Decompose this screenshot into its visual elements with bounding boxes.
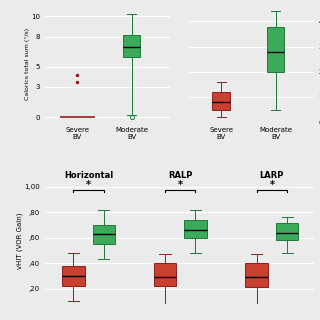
Text: RALP: RALP bbox=[168, 171, 192, 180]
Text: *: * bbox=[178, 180, 183, 190]
PathPatch shape bbox=[184, 220, 207, 238]
PathPatch shape bbox=[267, 27, 284, 72]
Text: LARP: LARP bbox=[260, 171, 284, 180]
Text: *: * bbox=[86, 180, 91, 190]
Y-axis label: vHIT (VOR Gain): vHIT (VOR Gain) bbox=[16, 212, 23, 268]
PathPatch shape bbox=[212, 92, 230, 109]
PathPatch shape bbox=[276, 222, 298, 240]
PathPatch shape bbox=[123, 35, 140, 57]
PathPatch shape bbox=[154, 263, 176, 286]
PathPatch shape bbox=[62, 266, 84, 286]
Text: *: * bbox=[269, 180, 274, 190]
PathPatch shape bbox=[93, 225, 115, 244]
Y-axis label: Calorics total sum (°/s): Calorics total sum (°/s) bbox=[25, 28, 29, 100]
PathPatch shape bbox=[245, 263, 268, 287]
Text: Horizontal: Horizontal bbox=[64, 171, 113, 180]
